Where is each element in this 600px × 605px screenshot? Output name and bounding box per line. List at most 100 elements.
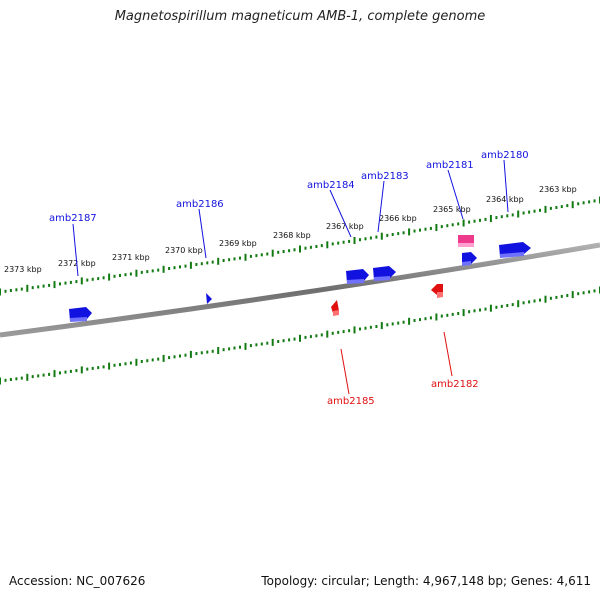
lower-scale-minor-tick bbox=[304, 335, 307, 339]
accession-label: Accession: NC_007626 bbox=[9, 574, 146, 588]
lower-scale-minor-tick bbox=[168, 356, 171, 360]
upper-scale-major-tick bbox=[408, 228, 411, 236]
lower-scale-major-tick bbox=[571, 291, 574, 299]
upper-scale-major-tick bbox=[108, 273, 111, 281]
lower-scale-major-tick bbox=[462, 309, 465, 317]
upper-scale-minor-tick bbox=[440, 225, 443, 229]
lower-scale-minor-tick bbox=[419, 318, 421, 322]
leader-amb2184 bbox=[329, 189, 352, 238]
upper-scale-minor-tick bbox=[577, 202, 580, 206]
lower-scale-minor-tick bbox=[337, 330, 340, 334]
upper-scale-major-tick bbox=[26, 284, 29, 292]
lower-scale-minor-tick bbox=[446, 313, 449, 317]
upper-scale-major-tick bbox=[162, 265, 165, 273]
gene-label-amb2186[interactable]: amb2186 bbox=[176, 199, 224, 210]
lower-scale-minor-tick bbox=[342, 330, 345, 334]
upper-scale-major-tick bbox=[326, 241, 329, 249]
lower-scale-minor-tick bbox=[42, 373, 45, 377]
lower-scale-major-tick bbox=[380, 322, 383, 330]
lower-scale-minor-tick bbox=[86, 367, 89, 371]
upper-scale-major-tick bbox=[135, 269, 138, 277]
lower-scale-minor-tick bbox=[64, 370, 67, 374]
lower-scale-minor-tick bbox=[528, 300, 531, 304]
upper-scale-major-tick bbox=[489, 215, 492, 222]
lower-scale-minor-tick bbox=[386, 323, 389, 327]
lower-scale-minor-tick bbox=[146, 359, 149, 363]
lower-scale-minor-tick bbox=[468, 310, 471, 314]
scale-label-2371: 2371 kbp bbox=[112, 253, 150, 262]
gene-label-amb2184[interactable]: amb2184 bbox=[307, 180, 355, 191]
lower-scale-minor-tick bbox=[239, 345, 241, 349]
upper-scale-minor-tick bbox=[549, 206, 552, 210]
upper-scale-major-tick bbox=[435, 224, 438, 231]
lower-scale-major-tick bbox=[326, 330, 329, 338]
lower-scale-minor-tick bbox=[451, 312, 454, 316]
lower-scale-major-tick bbox=[435, 313, 438, 321]
upper-scale-minor-tick bbox=[522, 211, 525, 215]
upper-scale-minor-tick bbox=[495, 216, 498, 220]
upper-scale-major-tick bbox=[217, 257, 220, 265]
gene-feature-amb2185[interactable] bbox=[331, 300, 339, 316]
lower-scale-minor-tick bbox=[97, 366, 100, 370]
lower-scale-minor-tick bbox=[309, 335, 312, 339]
gene-label-amb2182[interactable]: amb2182 bbox=[431, 379, 479, 390]
lower-scale-minor-tick bbox=[37, 374, 40, 378]
lower-scale-minor-tick bbox=[140, 360, 143, 363]
lower-scale-minor-tick bbox=[429, 316, 432, 320]
lower-scale-major-tick bbox=[189, 350, 192, 358]
upper-scale-minor-tick bbox=[369, 236, 372, 240]
lower-scale-minor-tick bbox=[173, 355, 176, 359]
gene-feature-amb2183[interactable] bbox=[373, 266, 396, 281]
lower-scale-minor-tick bbox=[200, 351, 203, 355]
lower-scale-minor-tick bbox=[484, 307, 487, 311]
upper-scale-minor-tick bbox=[424, 227, 427, 231]
upper-scale-minor-tick bbox=[151, 269, 154, 273]
gene-label-amb2185[interactable]: amb2185 bbox=[327, 396, 375, 407]
upper-scale-minor-tick bbox=[260, 253, 263, 257]
upper-scale-minor-tick bbox=[397, 232, 400, 236]
lower-scale-minor-tick bbox=[440, 314, 443, 318]
lower-scale-minor-tick bbox=[391, 322, 394, 326]
lower-scale-minor-tick bbox=[348, 329, 351, 333]
upper-scale-major-tick bbox=[517, 210, 520, 218]
lower-scale-minor-tick bbox=[577, 292, 580, 296]
lower-scale-minor-tick bbox=[249, 344, 252, 348]
upper-scale-minor-tick bbox=[113, 274, 116, 278]
upper-scale-minor-tick bbox=[31, 286, 34, 290]
upper-scale-minor-tick bbox=[533, 209, 536, 213]
upper-scale-minor-tick bbox=[37, 285, 40, 289]
lower-scale-minor-tick bbox=[593, 289, 596, 293]
upper-scale-minor-tick bbox=[419, 228, 421, 232]
lower-scale-minor-tick bbox=[113, 363, 116, 367]
gene-label-amb2180[interactable]: amb2180 bbox=[481, 150, 529, 161]
gene-feature-amb2187[interactable] bbox=[69, 307, 92, 322]
label-leader-lines bbox=[72, 159, 509, 395]
gene-feature-amb2180[interactable] bbox=[499, 242, 531, 258]
lower-scale-minor-tick bbox=[473, 309, 476, 313]
lower-scale-minor-tick bbox=[282, 339, 285, 343]
lower-scale-major-tick bbox=[26, 373, 29, 381]
upper-scale-minor-tick bbox=[528, 210, 531, 214]
upper-scale-minor-tick bbox=[320, 244, 323, 248]
gene-label-amb2183[interactable]: amb2183 bbox=[361, 171, 409, 182]
gene-label-amb2181[interactable]: amb2181 bbox=[426, 160, 474, 171]
gene-feature-amb2182[interactable] bbox=[431, 284, 443, 298]
upper-scale-minor-tick bbox=[173, 266, 176, 270]
upper-scale-minor-tick bbox=[140, 270, 143, 274]
gene-feature-amb2181-highlight[interactable] bbox=[458, 235, 474, 247]
lower-scale-minor-tick bbox=[402, 320, 405, 324]
leader-amb2186 bbox=[198, 208, 207, 259]
gene-label-amb2187[interactable]: amb2187 bbox=[49, 213, 97, 224]
upper-scale-minor-tick bbox=[282, 250, 285, 253]
gene-feature-amb2186[interactable] bbox=[206, 293, 212, 304]
upper-scale-minor-tick bbox=[102, 276, 105, 280]
gene-feature-amb2181[interactable] bbox=[462, 252, 477, 266]
gene-feature-amb2184[interactable] bbox=[346, 269, 369, 284]
upper-scale-minor-tick bbox=[20, 287, 23, 291]
lower-scale-minor-tick bbox=[129, 361, 132, 365]
upper-scale-minor-tick bbox=[119, 274, 121, 277]
upper-scale-minor-tick bbox=[69, 280, 72, 284]
lower-scale-minor-tick bbox=[179, 354, 181, 358]
lower-scale-major-tick bbox=[517, 300, 520, 308]
lower-scale-minor-tick bbox=[588, 290, 591, 294]
